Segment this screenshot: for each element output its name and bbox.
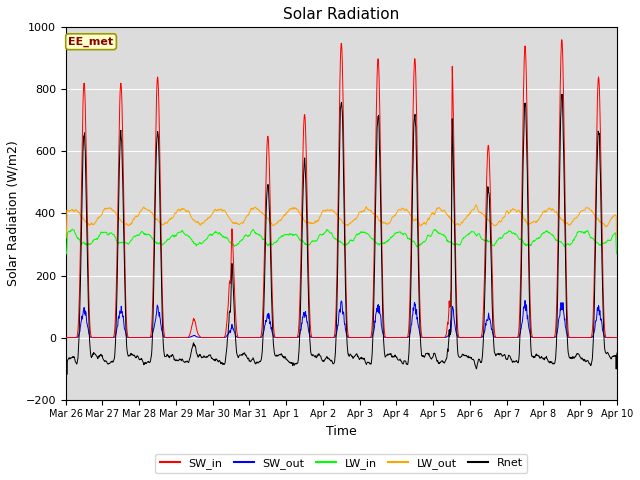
X-axis label: Time: Time [326,425,356,438]
Text: EE_met: EE_met [68,36,114,47]
Legend: SW_in, SW_out, LW_in, LW_out, Rnet: SW_in, SW_out, LW_in, LW_out, Rnet [156,454,527,473]
Title: Solar Radiation: Solar Radiation [284,7,399,22]
Y-axis label: Solar Radiation (W/m2): Solar Radiation (W/m2) [7,141,20,287]
